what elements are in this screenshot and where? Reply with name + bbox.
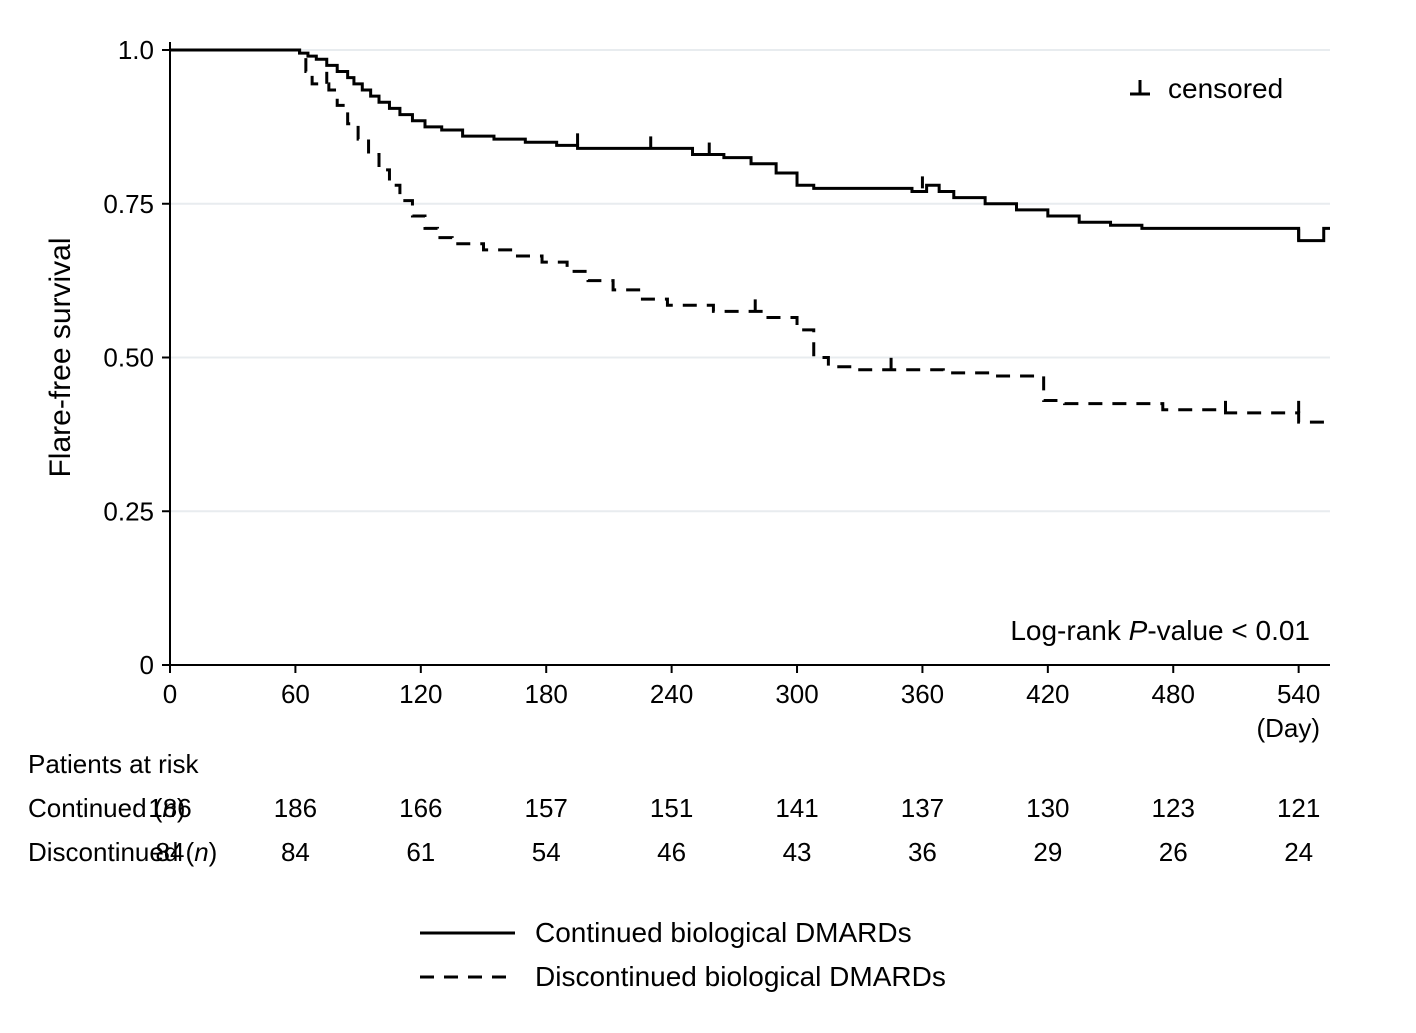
risk-table-cell: 151	[650, 793, 693, 823]
x-tick-label: 480	[1152, 679, 1195, 709]
y-tick-label: 0.75	[103, 189, 154, 219]
x-tick-label: 60	[281, 679, 310, 709]
risk-table-cell: 84	[281, 837, 310, 867]
risk-table-cell: 84	[156, 837, 185, 867]
x-tick-label: 180	[525, 679, 568, 709]
x-tick-label: 120	[399, 679, 442, 709]
km-chart-container: 0 0.25 0.50 0.75 1.0 0 60 120 180 240 300 360 420 480…	[20, 20, 1396, 1013]
legend-continued: Continued biological DMARDs	[535, 917, 912, 948]
risk-table-cell: 36	[908, 837, 937, 867]
risk-table-cell: 166	[399, 793, 442, 823]
x-tick-label: 360	[901, 679, 944, 709]
risk-table-cell: 29	[1033, 837, 1062, 867]
risk-table-cell: 141	[775, 793, 818, 823]
censored-label: censored	[1168, 73, 1283, 104]
risk-table-cell: 24	[1284, 837, 1313, 867]
km-chart-svg: 0 0.25 0.50 0.75 1.0 0 60 120 180 240 300 360 420 480…	[20, 20, 1396, 1013]
risk-table-cell: 54	[532, 837, 561, 867]
risk-table-cell: 186	[148, 793, 191, 823]
risk-table-cell: 61	[406, 837, 435, 867]
x-tick-label: 540	[1277, 679, 1320, 709]
x-tick-label: 300	[775, 679, 818, 709]
x-tick-label: 0	[163, 679, 177, 709]
risk-table-cell: 43	[783, 837, 812, 867]
risk-table-cell: 130	[1026, 793, 1069, 823]
y-tick-label: 0.25	[103, 496, 154, 526]
y-tick-label: 0	[140, 650, 154, 680]
risk-table-cell: 46	[657, 837, 686, 867]
y-tick-label: 1.0	[118, 35, 154, 65]
y-axis-label: Flare-free survival	[44, 237, 77, 477]
continued-line	[170, 50, 1330, 241]
discontinued-line	[170, 50, 1330, 422]
risk-table-cell: 26	[1159, 837, 1188, 867]
pvalue-text: Log-rank P-value < 0.01	[1010, 615, 1310, 646]
x-axis-unit: (Day)	[1256, 713, 1320, 743]
risk-table-header: Patients at risk	[28, 749, 200, 779]
risk-table-cell: 137	[901, 793, 944, 823]
risk-table-cell: 157	[525, 793, 568, 823]
risk-table-cell: 121	[1277, 793, 1320, 823]
risk-table-row-label: Discontinued (n)	[28, 837, 217, 867]
legend-discontinued: Discontinued biological DMARDs	[535, 961, 946, 992]
x-tick-label: 420	[1026, 679, 1069, 709]
y-tick-label: 0.50	[103, 343, 154, 373]
risk-table-cell: 186	[274, 793, 317, 823]
x-tick-label: 240	[650, 679, 693, 709]
risk-table-cell: 123	[1152, 793, 1195, 823]
